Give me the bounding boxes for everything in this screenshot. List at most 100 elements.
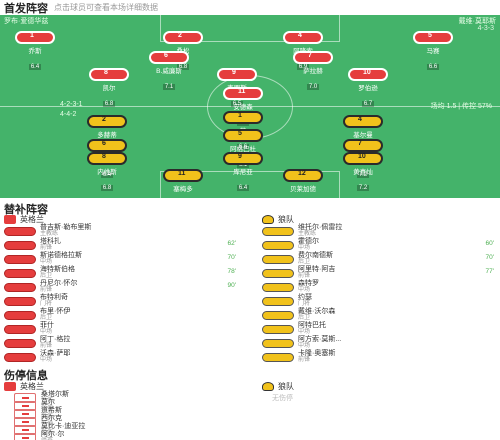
injury-reason: 受伤 [41, 397, 54, 404]
player-number: 7 [358, 140, 362, 147]
away-player[interactable]: 8 内维斯 6.8 [84, 152, 130, 191]
sub-name: 森特罗 [298, 280, 319, 287]
home-sub-row[interactable]: 普吉斯·勒布里斯 主教练 [4, 224, 236, 240]
sub-position: 后卫 [40, 315, 53, 321]
sub-name: 霍德尔 [298, 238, 319, 245]
player-number: 9 [238, 153, 242, 160]
home-player[interactable]: 2桑松6.8 [160, 31, 206, 70]
sub-name: 约瑟 [298, 294, 312, 301]
home-sub-row[interactable]: 塔科扎 前锋 62' [4, 238, 236, 254]
away-sub-row[interactable]: 森特罗 中场 [262, 280, 494, 296]
jersey-icon [262, 325, 294, 334]
player-name: B.威廉斯 [156, 68, 182, 75]
injuries-away-team-name: 狼队 [278, 382, 294, 391]
jersey-icon [217, 68, 257, 81]
home-player[interactable]: 10 罗伯逊 6.7 [345, 68, 391, 107]
away-sub-row[interactable]: 阿方索·莫斯... 中场 [262, 336, 494, 352]
away-player[interactable]: 12贝莱加德6.7 [280, 169, 326, 197]
player-name: 阿格巴杜 [230, 146, 256, 153]
injury-row[interactable]: 莫尔 受伤 [14, 398, 55, 413]
stats-right: 场均 1.5 | 传控 57% [430, 103, 492, 110]
jersey-icon [87, 152, 127, 165]
jersey-icon [4, 283, 36, 292]
injury-row[interactable]: 桑塔尔斯 受伤 [14, 390, 69, 405]
sub-position: 主教练 [298, 231, 317, 237]
away-no-injuries: 无伤停 [272, 395, 293, 402]
player-number: 10 [358, 153, 366, 160]
away-player[interactable]: 5 阿格巴杜 6.1 [220, 129, 266, 168]
away-sub-row[interactable]: 阿里特·阿吉 前锋 77' [262, 266, 494, 282]
jersey-icon [283, 169, 323, 182]
home-sub-row[interactable]: 丹尼尔·怀尔 前锋 90' [4, 280, 236, 296]
sub-name: 布特利奇 [40, 294, 68, 301]
injury-name: 桑塔尔斯 [41, 390, 69, 398]
away-sub-row[interactable]: 卡隆·奥塞斯 前锋 [262, 350, 494, 366]
away-player[interactable]: 11塞梅多6.5 [160, 169, 206, 197]
injury-name: 莫尔 [41, 398, 55, 406]
home-sub-row[interactable]: 海特斯伯格 后卫 78' [4, 266, 236, 282]
away-player[interactable]: 1萨6.6 [220, 111, 266, 150]
player-rating: 7.1 [162, 84, 176, 90]
sub-name: 维托尔·佩雷拉 [298, 224, 343, 231]
away-sub-row[interactable]: 维托尔·佩雷拉 主教练 [262, 224, 494, 240]
jersey-icon [262, 283, 294, 292]
away-sub-row[interactable]: 霍德尔 中场 60' [262, 238, 494, 254]
home-sub-row[interactable]: 菲什 中场 [4, 322, 236, 338]
jersey-icon [223, 129, 263, 142]
sub-minute: 90' [227, 282, 236, 289]
home-player[interactable]: 7 萨拉赫 7.0 [290, 51, 336, 90]
jersey-icon [262, 269, 294, 278]
sub-name: 卡隆·奥塞斯 [298, 350, 336, 357]
jersey-icon [413, 31, 453, 44]
jersey-icon [262, 297, 294, 306]
home-sub-row[interactable]: 沃森·萨耶 中场 [4, 350, 236, 366]
home-player[interactable]: 6 B.威廉斯 7.1 [146, 51, 192, 90]
jersey-icon [262, 339, 294, 348]
home-sub-row[interactable]: 斯诺德格拉斯 中场 70' [4, 252, 236, 268]
home-player[interactable]: 8 凯尔 6.8 [86, 68, 132, 107]
player-name: 萨拉赫 [303, 68, 323, 75]
player-name: 多赫蒂 [97, 132, 117, 139]
player-rating: 7.2 [356, 185, 370, 191]
player-rating: 6.8 [176, 64, 190, 70]
injury-row[interactable]: 道希斯 受伤 [14, 406, 62, 421]
away-sub-row[interactable]: 费尔南德斯 后卫 70' [262, 252, 494, 268]
injury-reason: 停赛 [41, 438, 64, 440]
home-player[interactable]: 5 马赛 6.6 [410, 31, 456, 70]
home-sub-row[interactable]: 布里·怀伊 后卫 [4, 308, 236, 324]
sub-position: 前锋 [40, 245, 53, 251]
player-number: 6 [102, 140, 106, 147]
away-player[interactable]: 10 黄喜灿 7.2 [340, 152, 386, 191]
injury-name: 道希斯 [41, 406, 62, 414]
injury-row[interactable]: 阿尔·尔停赛 [14, 430, 64, 440]
player-name: 马赛 [426, 48, 440, 55]
injuries-home-team: 英格兰 [4, 381, 44, 392]
home-sub-row[interactable]: 布特利奇 门将 [4, 294, 236, 310]
player-rating: 6.1 [236, 162, 250, 168]
sub-position: 中场 [298, 245, 311, 251]
sub-name: 费尔南德斯 [298, 252, 333, 259]
away-sub-row[interactable]: 戴维·沃尔森 后卫 [262, 308, 494, 324]
sub-position: 中场 [40, 259, 53, 265]
sub-name: 菲什 [40, 322, 54, 329]
player-number: 11 [238, 88, 246, 95]
injury-row[interactable]: 西尔克 受伤 [14, 414, 62, 429]
home-sub-row[interactable]: 阿丁·格拉 前锋 [4, 336, 236, 352]
jersey-icon [262, 255, 294, 264]
bottom-penalty-box [160, 171, 340, 198]
jersey-icon [348, 68, 388, 81]
away-player[interactable]: 9 库尼亚 6.4 [220, 152, 266, 191]
injury-row[interactable]: 莫比卡·迪亚拉 受伤 [14, 422, 85, 437]
sub-position: 中场 [298, 343, 311, 349]
jersey-icon [343, 139, 383, 152]
medical-cross-icon [14, 432, 36, 440]
away-sub-row[interactable]: 阿特巴托 中场 [262, 322, 494, 338]
jersey-icon [89, 68, 129, 81]
jersey-icon [223, 152, 263, 165]
home-player[interactable]: 1 乔斯 6.4 [12, 31, 58, 70]
player-number: 6 [164, 52, 168, 59]
home-coach: 罗布·爱德华兹 [4, 18, 49, 25]
sub-name: 阿特巴托 [298, 322, 326, 329]
player-name: 安德森 [233, 104, 253, 111]
away-sub-row[interactable]: 约瑟 门将 [262, 294, 494, 310]
